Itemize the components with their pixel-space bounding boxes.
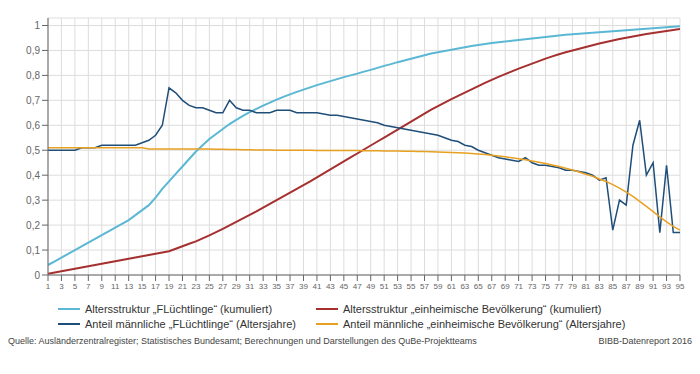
svg-text:19: 19 <box>165 282 174 291</box>
svg-text:13: 13 <box>124 282 133 291</box>
svg-text:0,2: 0,2 <box>26 220 40 231</box>
svg-text:87: 87 <box>622 282 631 291</box>
svg-text:63: 63 <box>460 282 469 291</box>
svg-text:73: 73 <box>528 282 537 291</box>
html-text:Quelle: Ausländerzentralregist: Quelle: Ausländerzentralregister; Statis… <box>8 336 477 346</box>
svg-text:31: 31 <box>245 282 254 291</box>
svg-text:85: 85 <box>608 282 617 291</box>
svg-text:77: 77 <box>555 282 564 291</box>
svg-text:79: 79 <box>568 282 577 291</box>
svg-text:33: 33 <box>259 282 268 291</box>
svg-text:81: 81 <box>581 282 590 291</box>
svg-text:69: 69 <box>501 282 510 291</box>
svg-text:23: 23 <box>191 282 200 291</box>
svg-text:49: 49 <box>366 282 375 291</box>
svg-text:89: 89 <box>635 282 644 291</box>
svg-text:75: 75 <box>541 282 550 291</box>
svg-text:0,9: 0,9 <box>26 45 40 56</box>
svg-text:91: 91 <box>649 282 658 291</box>
svg-text:41: 41 <box>312 282 321 291</box>
svg-text:83: 83 <box>595 282 604 291</box>
svg-text:45: 45 <box>339 282 348 291</box>
svg-text:0,7: 0,7 <box>26 95 40 106</box>
svg-text:9: 9 <box>100 282 105 291</box>
svg-text:59: 59 <box>434 282 443 291</box>
svg-text:61: 61 <box>447 282 456 291</box>
svg-text:5: 5 <box>73 282 78 291</box>
html-text:Anteil männliche „FLüchtlinge“: Anteil männliche „FLüchtlinge“ (Altersja… <box>85 318 296 330</box>
svg-text:0,4: 0,4 <box>26 170 40 181</box>
svg-text:0,5: 0,5 <box>26 145 40 156</box>
html-text:Altersstruktur „einheimische B: Altersstruktur „einheimische Bevölkerung… <box>342 303 602 315</box>
svg-text:0,8: 0,8 <box>26 70 40 81</box>
svg-text:25: 25 <box>205 282 214 291</box>
html-text:Anteil männliche „einheimische: Anteil männliche „einheimische Bevölkeru… <box>342 318 626 330</box>
svg-text:0,1: 0,1 <box>26 245 40 256</box>
svg-text:71: 71 <box>514 282 523 291</box>
svg-text:37: 37 <box>286 282 295 291</box>
svg-text:11: 11 <box>111 282 120 291</box>
svg-text:39: 39 <box>299 282 308 291</box>
svg-text:95: 95 <box>676 282 685 291</box>
svg-text:1: 1 <box>46 282 51 291</box>
html-text:Altersstruktur „FLüchtlinge“ (: Altersstruktur „FLüchtlinge“ (kumuliert) <box>85 303 273 315</box>
svg-text:0: 0 <box>34 270 40 281</box>
svg-text:29: 29 <box>232 282 241 291</box>
svg-text:51: 51 <box>380 282 389 291</box>
svg-text:15: 15 <box>138 282 147 291</box>
svg-text:7: 7 <box>86 282 91 291</box>
svg-text:35: 35 <box>272 282 281 291</box>
svg-text:65: 65 <box>474 282 483 291</box>
svg-text:43: 43 <box>326 282 335 291</box>
svg-text:53: 53 <box>393 282 402 291</box>
svg-text:21: 21 <box>178 282 187 291</box>
svg-text:3: 3 <box>59 282 64 291</box>
svg-text:93: 93 <box>662 282 671 291</box>
svg-text:55: 55 <box>407 282 416 291</box>
svg-text:57: 57 <box>420 282 429 291</box>
html-text:BIBB-Datenreport 2016: BIBB-Datenreport 2016 <box>598 336 692 346</box>
svg-text:0,6: 0,6 <box>26 120 40 131</box>
svg-text:17: 17 <box>151 282 160 291</box>
svg-text:67: 67 <box>487 282 496 291</box>
svg-text:1: 1 <box>34 20 40 31</box>
svg-text:47: 47 <box>353 282 362 291</box>
svg-text:27: 27 <box>218 282 227 291</box>
svg-text:0,3: 0,3 <box>26 195 40 206</box>
